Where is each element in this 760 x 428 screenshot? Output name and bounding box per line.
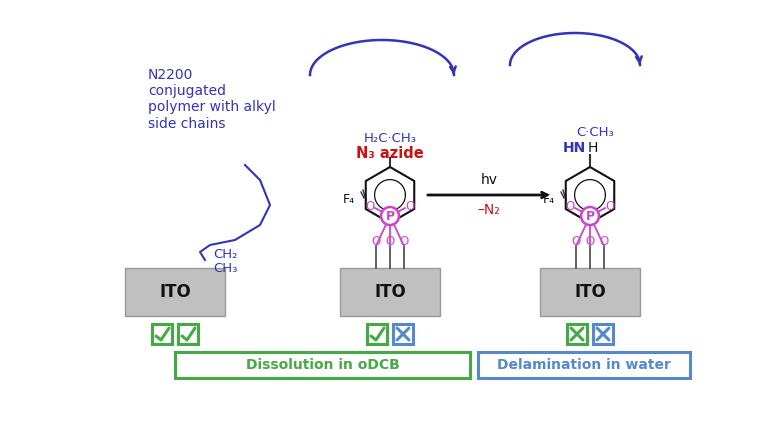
- Bar: [178, 324, 198, 344]
- Bar: [152, 324, 172, 344]
- Bar: [393, 324, 413, 344]
- Text: Dissolution in oDCB: Dissolution in oDCB: [245, 358, 399, 372]
- Circle shape: [381, 207, 399, 225]
- Text: O: O: [572, 235, 581, 247]
- Text: O: O: [606, 199, 615, 212]
- Text: O: O: [600, 235, 609, 247]
- Text: O: O: [405, 199, 415, 212]
- Text: H: H: [587, 141, 598, 155]
- Bar: [175, 352, 470, 378]
- Bar: [478, 352, 690, 378]
- Text: ITO: ITO: [574, 283, 606, 301]
- Bar: [593, 324, 613, 344]
- Text: O: O: [399, 235, 409, 247]
- Text: H₂C·CH₃: H₂C·CH₃: [363, 131, 416, 145]
- Text: ITO: ITO: [374, 283, 406, 301]
- Text: P: P: [385, 209, 394, 223]
- Text: O: O: [385, 235, 394, 247]
- Text: CH₃: CH₃: [213, 262, 237, 274]
- Text: N₃ azide: N₃ azide: [356, 146, 424, 160]
- Text: Delamination in water: Delamination in water: [497, 358, 671, 372]
- Bar: [367, 324, 387, 344]
- Text: C·CH₃: C·CH₃: [576, 127, 614, 140]
- Text: O: O: [372, 235, 381, 247]
- Text: CH₂: CH₂: [213, 249, 237, 262]
- Text: HN: HN: [562, 141, 586, 155]
- Text: –N₂: –N₂: [477, 203, 500, 217]
- Text: hv: hv: [480, 173, 498, 187]
- Text: O: O: [366, 199, 375, 212]
- Text: N2200
conjugated
polymer with alkyl
side chains: N2200 conjugated polymer with alkyl side…: [148, 68, 276, 131]
- Bar: [540, 268, 640, 316]
- Text: O: O: [585, 235, 594, 247]
- Text: F₄: F₄: [543, 193, 555, 205]
- Bar: [567, 324, 587, 344]
- Circle shape: [581, 207, 599, 225]
- Text: P: P: [585, 209, 594, 223]
- Text: ITO: ITO: [159, 283, 191, 301]
- Text: O: O: [565, 199, 575, 212]
- Bar: [125, 268, 225, 316]
- Text: F₄: F₄: [343, 193, 355, 205]
- Bar: [340, 268, 440, 316]
